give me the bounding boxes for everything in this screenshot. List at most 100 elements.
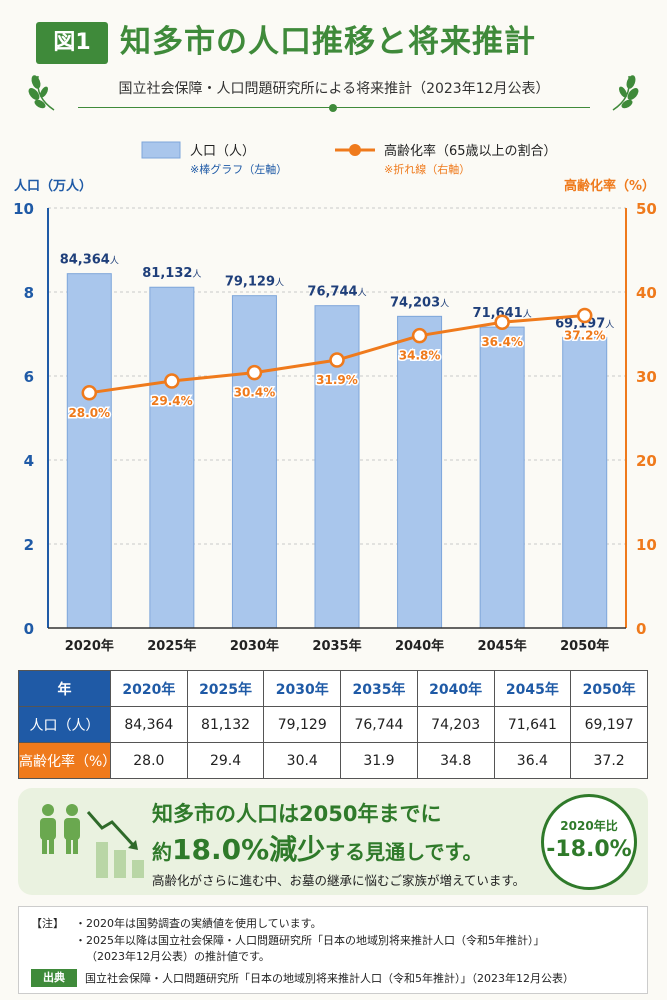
aging-rate-label: 30.4% (234, 386, 276, 400)
table-cell: 79,129 (263, 706, 342, 743)
table-header-row: 年 2020年 2025年 2030年 2035年 2040年 2045年 20… (18, 670, 648, 707)
table-cell: 76,744 (340, 706, 418, 743)
leaf-right-icon (612, 75, 639, 111)
axes: 0 2 4 6 8 10 0 10 20 30 40 50 2020年 2025年 2030年 2035年 20… (13, 200, 657, 654)
table-cell: 84,364 (110, 706, 188, 743)
right-tick-label: 30 (636, 368, 657, 386)
bar-value-label: 74,203人 (390, 295, 449, 310)
right-axis-title: 高齢化率（%） (564, 178, 655, 194)
bar-value-unit: 人 (358, 288, 367, 299)
left-tick-label: 4 (24, 452, 34, 470)
bar (231, 295, 277, 629)
bar (66, 273, 112, 629)
left-axis-title: 人口（万人） (14, 178, 92, 194)
header: 図1 知多市の人口推移と将来推計 国立社会保障・人口問題研究所による将来推計（2… (0, 0, 667, 120)
table-header-cell: 2040年 (416, 670, 495, 707)
change-badge-label: 2020年比 (560, 819, 618, 833)
table-cell: 69,197 (570, 706, 648, 743)
change-badge: 2020年比 -18.0% (541, 794, 637, 890)
left-tick-label: 2 (24, 536, 34, 554)
x-tick-label: 2020年 (65, 638, 114, 654)
right-tick-label: 0 (636, 620, 646, 638)
bar (479, 326, 525, 629)
summary-line-1: 知多市の人口は2050年までに (152, 802, 442, 826)
bar-value-label: 69,197人 (555, 316, 614, 331)
note-2: ・2025年以降は国立社会保障・人口問題研究所「日本の地域別将来推計人口（令和5… (75, 934, 545, 947)
bar-value-label: 71,641人 (473, 306, 532, 321)
table-cell: 34.8 (416, 742, 495, 779)
aging-rate-label: 37.2% (564, 329, 606, 343)
aging-rate-line: 28.0% 29.4% 30.4% 31.9% 34.8% 36.4% 37.2% (67, 307, 607, 421)
bar-value-unit: 人 (523, 309, 532, 320)
summary-suffix: する見通しです。 (325, 840, 483, 864)
bar-value-unit: 人 (440, 298, 449, 309)
x-tick-label: 2050年 (560, 638, 609, 654)
legend-bar-swatch (141, 141, 181, 159)
subtitle: 国立社会保障・人口問題研究所による将来推計（2023年12月公表） (118, 81, 550, 97)
aging-rate-point (576, 307, 593, 324)
table-cell: 71,641 (493, 706, 572, 743)
bar-value-unit: 人 (110, 256, 119, 267)
x-tick-label: 2040年 (395, 638, 444, 654)
population-chart: 人口（人） ※棒グラフ（左軸） 高齢化率（65歳以上の割合） ※折れ線（右軸） … (13, 141, 657, 654)
aging-rate-point (164, 373, 180, 389)
notes-label: 【注】 (31, 917, 64, 930)
table-header-cell: 2045年 (493, 670, 572, 707)
table-cell: 30.4 (263, 742, 342, 779)
x-tick-label: 2045年 (478, 638, 527, 654)
table-cell: 31.9 (340, 742, 418, 779)
table-row-population: 人口（人） 84,364 81,132 79,129 76,744 74,203… (18, 706, 648, 743)
table-cell: 28.0 (110, 742, 188, 779)
legend-line-marker (349, 144, 361, 156)
bar (397, 315, 443, 629)
legend-line-label: 高齢化率（65歳以上の割合） (384, 143, 557, 159)
aging-rate-point (411, 327, 428, 344)
leaf-left-icon (28, 75, 55, 111)
table-header-cell: 2030年 (263, 670, 342, 707)
subtitle-divider-dot (329, 104, 337, 112)
bar-value-label: 84,364人 (60, 253, 119, 268)
legend-bar-note: ※棒グラフ（左軸） (190, 162, 287, 176)
aging-rate-label: 34.8% (399, 349, 441, 363)
left-tick-label: 8 (24, 284, 34, 302)
left-tick-label: 10 (13, 200, 34, 218)
bar-value-unit: 人 (192, 269, 201, 280)
table-cell: 81,132 (186, 706, 265, 743)
summary-box: 知多市の人口は2050年までに 約18.0%減少する見通しです。 高齢化がさらに… (18, 788, 648, 895)
bar-value-unit: 人 (605, 319, 614, 330)
summary-highlight: 18.0%減少 (172, 833, 326, 866)
bar-value-label: 76,744人 (307, 285, 366, 300)
bars: 84,364人 81,132人 79,129人 76,744人 74,203人 71,64… (60, 253, 614, 629)
page-title: 知多市の人口推移と将来推計 (120, 24, 536, 60)
right-tick-label: 40 (636, 284, 657, 302)
left-tick-label: 6 (24, 368, 34, 386)
right-tick-label: 20 (636, 452, 657, 470)
source-badge: 出典 (31, 969, 77, 987)
bar-value-unit: 人 (275, 278, 284, 289)
table-row-label: 人口（人） (18, 706, 111, 743)
aging-rate-point (246, 364, 263, 381)
figure-badge: 図1 (36, 22, 108, 64)
right-tick-label: 10 (636, 536, 657, 554)
summary-prefix: 約 (152, 840, 172, 864)
x-tick-label: 2025年 (147, 638, 196, 654)
data-table: 年 2020年 2025年 2030年 2035年 2040年 2045年 20… (18, 670, 648, 779)
note-3: （2023年12月公表）の推計値です。 (86, 950, 270, 963)
summary-line-2: 約18.0%減少する見通しです。 (152, 828, 483, 868)
right-tick-label: 50 (636, 200, 657, 218)
bar-value-label: 79,129人 (225, 275, 284, 290)
bar (149, 286, 195, 629)
table-row-aging-rate: 高齢化率（%） 28.0 29.4 30.4 31.9 34.8 36.4 37… (18, 742, 648, 779)
table-cell: 36.4 (493, 742, 572, 779)
table-cell: 29.4 (186, 742, 265, 779)
table-cell: 74,203 (416, 706, 495, 743)
aging-rate-label: 36.4% (481, 335, 523, 349)
bar-value-label: 81,132人 (142, 266, 201, 281)
table-header-cell: 2025年 (186, 670, 265, 707)
source-text: 国立社会保障・人口問題研究所「日本の地域別将来推計人口（令和5年推計）」（202… (85, 972, 574, 985)
x-tick-label: 2030年 (230, 638, 279, 654)
table-header-cell: 2035年 (340, 670, 418, 707)
bar (562, 336, 608, 629)
aging-rate-label: 29.4% (151, 394, 193, 408)
people-decline-icon (40, 804, 144, 878)
